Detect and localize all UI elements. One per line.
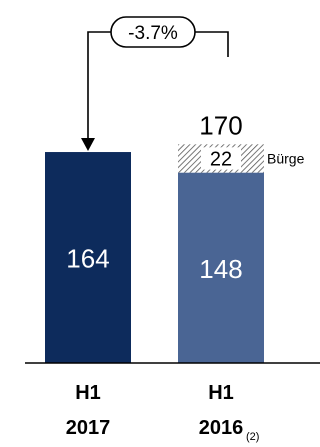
change-arrow-head bbox=[81, 138, 95, 152]
category-label-line1-0: H1 bbox=[75, 382, 101, 404]
bar-2017-series-0 bbox=[45, 152, 131, 363]
segment-label-2016-1: 22 bbox=[210, 148, 232, 170]
category-label-line1-1: H1 bbox=[208, 382, 234, 404]
change-label: -3.7% bbox=[128, 23, 178, 44]
segment-label-2016-0: 148 bbox=[199, 254, 242, 284]
total-label-2016: 170 bbox=[199, 110, 242, 140]
segment-label-bg bbox=[201, 147, 241, 170]
series-name-label: Bürge bbox=[267, 150, 305, 166]
category-footnote-1: (2) bbox=[246, 431, 259, 443]
segment-label-2017-0: 164 bbox=[66, 244, 109, 274]
change-pill bbox=[110, 16, 196, 48]
bar-2016-series-0 bbox=[178, 172, 264, 363]
category-label-line2-0: 2017 bbox=[66, 417, 111, 439]
category-label-line2-1: 2016 bbox=[199, 417, 244, 439]
